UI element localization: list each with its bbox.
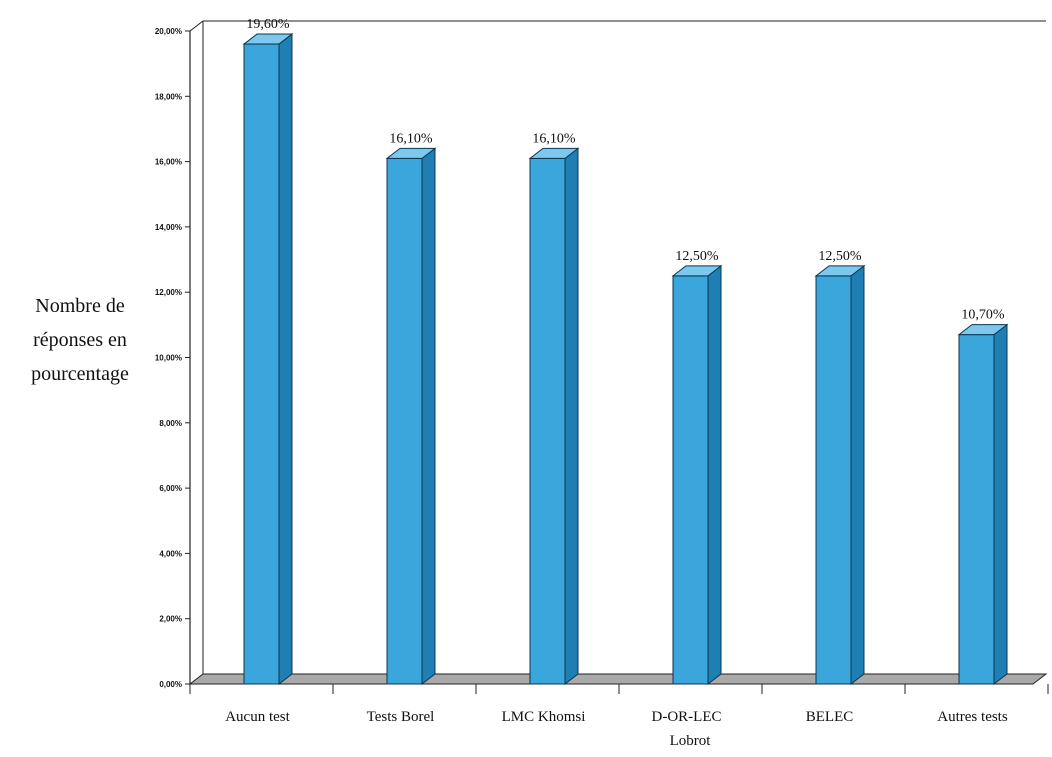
y-tick-label: 12,00% <box>155 288 182 297</box>
x-axis-extra-label: Lobrot <box>670 733 712 749</box>
bar-top <box>814 265 866 277</box>
bar-value-label: 12,50% <box>675 249 719 264</box>
bar-value-label: 19,60% <box>246 17 290 32</box>
y-tick-label: 10,00% <box>155 354 182 363</box>
bar-front <box>958 334 995 685</box>
bar-value-label: 10,70% <box>961 308 1005 323</box>
chart-frame <box>188 20 1048 685</box>
bar-front <box>529 157 566 685</box>
bar-front <box>386 157 423 685</box>
x-category-label: Aucun test <box>225 709 290 725</box>
chart-floor <box>188 673 1048 685</box>
bar <box>242 33 294 686</box>
bar-top <box>242 33 294 45</box>
y-tick-label: 0,00% <box>159 680 182 689</box>
x-category-label: Tests Borel <box>367 709 435 725</box>
bar-front <box>815 275 852 685</box>
y-axis-title-line-3: pourcentage <box>31 363 129 385</box>
bar-side <box>564 147 579 686</box>
y-tick-label: 18,00% <box>155 92 182 101</box>
x-category-label: Autres tests <box>937 709 1008 725</box>
y-tick-label: 4,00% <box>159 549 182 558</box>
bar-top <box>671 265 723 277</box>
wall-top-left-edge <box>189 20 204 32</box>
bars: 19,60% 16,10% 16,10% 12,50% 12,50% 10,70% <box>242 17 1009 686</box>
y-tick-label: 6,00% <box>159 484 182 493</box>
x-category-label: BELEC <box>806 709 854 725</box>
bar <box>528 147 580 686</box>
bar-value-label: 16,10% <box>532 131 576 146</box>
bar-side <box>850 264 865 686</box>
bar-side <box>421 147 436 686</box>
y-tick-label: 20,00% <box>155 27 182 36</box>
bar-front <box>672 275 709 685</box>
bar-side <box>993 323 1008 686</box>
x-axis: Aucun test Tests Borel LMC Khomsi D-OR-LEC B… <box>189 684 1049 725</box>
bar-value-label: 12,50% <box>818 249 862 264</box>
y-tick-label: 2,00% <box>159 615 182 624</box>
bar <box>814 264 866 686</box>
y-axis: 0,00% 2,00% 4,00% 6,00% 8,00% 10,00% 12,00% 14,… <box>155 27 190 689</box>
x-category-label: D-OR-LEC <box>652 709 722 725</box>
y-tick-label: 8,00% <box>159 419 182 428</box>
y-tick-label: 16,00% <box>155 158 182 167</box>
bar-top <box>528 147 580 159</box>
y-axis-title: Nombre de réponses en pourcentage <box>31 295 129 385</box>
bar-front <box>243 43 280 685</box>
bar-top <box>957 324 1009 336</box>
bar-side <box>707 264 722 686</box>
bar-side <box>278 33 293 686</box>
bar <box>385 147 437 686</box>
bar <box>957 323 1009 686</box>
x-category-label: LMC Khomsi <box>502 709 586 725</box>
bar <box>671 264 723 686</box>
bar-top <box>385 147 437 159</box>
y-tick-label: 14,00% <box>155 223 182 232</box>
bar-value-label: 16,10% <box>389 131 433 146</box>
y-axis-title-line-1: Nombre de <box>35 295 125 317</box>
y-axis-title-line-2: réponses en <box>33 329 127 351</box>
